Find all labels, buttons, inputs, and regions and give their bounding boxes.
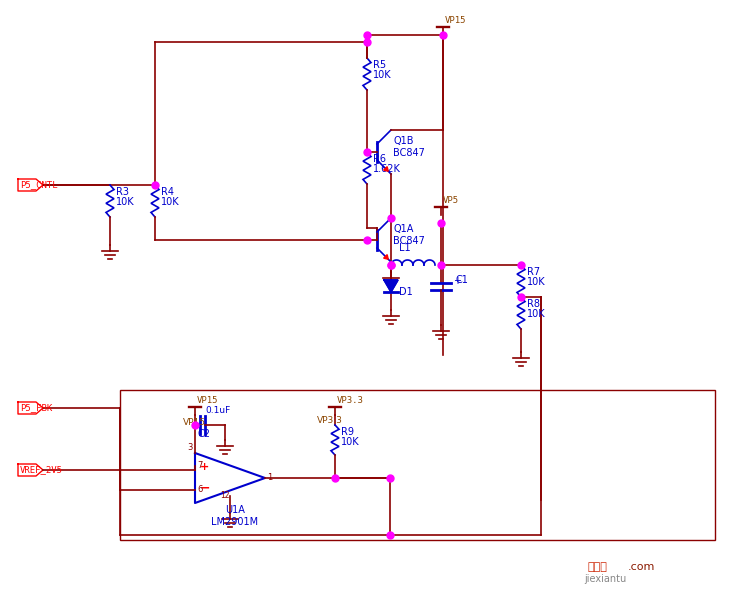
Text: 10K: 10K: [527, 277, 545, 287]
Text: VP15: VP15: [445, 16, 467, 25]
Text: 1: 1: [267, 473, 272, 482]
Text: P5_FBK: P5_FBK: [20, 404, 52, 413]
Text: 接线图: 接线图: [588, 562, 608, 572]
Text: 12: 12: [220, 492, 230, 501]
Text: R6: R6: [373, 154, 386, 164]
Text: C2: C2: [197, 429, 210, 439]
Text: R4: R4: [161, 187, 174, 197]
Text: LM2901M: LM2901M: [211, 517, 258, 527]
Polygon shape: [384, 280, 398, 292]
Text: VP3.3: VP3.3: [317, 416, 343, 425]
Text: D1: D1: [399, 287, 413, 297]
Polygon shape: [383, 167, 388, 171]
Text: 10K: 10K: [341, 437, 360, 447]
Text: C1: C1: [455, 275, 468, 285]
Text: .com: .com: [628, 562, 655, 572]
Text: 10K: 10K: [116, 197, 135, 207]
Text: 6: 6: [197, 485, 202, 495]
Text: L1: L1: [399, 243, 411, 253]
Text: +: +: [453, 276, 461, 286]
Text: R7: R7: [527, 267, 540, 277]
Text: R5: R5: [373, 60, 386, 70]
Text: VP15: VP15: [183, 418, 206, 427]
Text: −: −: [200, 482, 210, 495]
Text: VP5: VP5: [443, 196, 459, 205]
Text: 3: 3: [187, 443, 192, 452]
Text: U1A: U1A: [225, 505, 245, 515]
Polygon shape: [383, 255, 388, 259]
Text: VP3.3: VP3.3: [337, 396, 364, 405]
Bar: [120, 390, 715, 540]
Text: 1.62K: 1.62K: [373, 164, 401, 174]
Text: 7: 7: [197, 462, 202, 470]
Text: 10K: 10K: [373, 70, 392, 80]
Text: R8: R8: [527, 299, 540, 309]
Text: 10K: 10K: [527, 309, 545, 319]
Text: R3: R3: [116, 187, 129, 197]
Text: BC847: BC847: [393, 236, 425, 246]
Text: 10K: 10K: [161, 197, 180, 207]
Text: R9: R9: [341, 427, 354, 437]
Text: Q1A: Q1A: [393, 224, 414, 234]
Text: Q1B: Q1B: [393, 136, 414, 146]
Text: 0.1uF: 0.1uF: [205, 406, 230, 415]
Text: P5_CNTL: P5_CNTL: [20, 180, 57, 190]
Text: VREF_2V5: VREF_2V5: [20, 466, 63, 475]
Text: jiexiantu: jiexiantu: [584, 574, 626, 584]
Text: BC847: BC847: [393, 148, 425, 158]
Text: +: +: [200, 463, 209, 472]
Text: VP15: VP15: [197, 396, 219, 405]
